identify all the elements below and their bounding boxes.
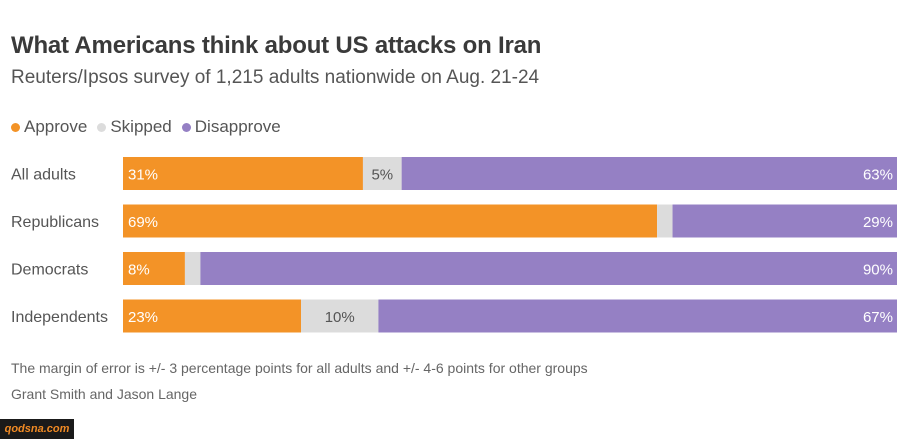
legend-swatch-disapprove: [181, 122, 191, 132]
chart-subtitle: Reuters/Ipsos survey of 1,215 adults nat…: [11, 67, 540, 88]
bar-disapprove-republicans: [672, 204, 897, 238]
data-label-skipped-all-adults: 5%: [371, 167, 393, 184]
data-label-approve-republicans: 69%: [128, 214, 158, 231]
category-label-independents: Independents: [11, 309, 108, 326]
data-label-approve-independents: 23%: [128, 309, 158, 326]
data-label-approve-democrats: 8%: [128, 262, 150, 279]
data-label-disapprove-republicans: 29%: [863, 214, 893, 231]
bar-skipped-all-adults: [362, 157, 402, 190]
data-label-skipped-independents: 10%: [325, 309, 355, 326]
data-label-approve-all-adults: 31%: [128, 167, 158, 184]
bar-approve-all-adults: [123, 157, 363, 190]
legend-label-disapprove: Disapprove: [194, 117, 281, 136]
stacked-bar-chart: All adults 31% 5% 63% Republicans 69% 29% Democ…: [11, 157, 897, 333]
category-label-republicans: Republicans: [11, 214, 99, 231]
legend-item-approve: Approve: [11, 117, 87, 137]
credit: Grant Smith and Jason Lange: [11, 386, 198, 402]
bar-approve-independents: [123, 299, 302, 333]
bar-approve-republicans: [123, 204, 658, 238]
legend-item-skipped: Skipped: [97, 117, 172, 137]
data-label-disapprove-democrats: 90%: [863, 262, 893, 279]
legend: Approve Skipped Disapprove: [11, 117, 281, 137]
legend-label-skipped: Skipped: [110, 117, 172, 136]
legend-swatch-approve: [11, 122, 20, 132]
watermark: qodsna.com: [0, 419, 74, 439]
bar-approve-democrats: [123, 252, 185, 285]
legend-label-approve: Approve: [24, 117, 88, 136]
legend-swatch-skipped: [97, 122, 107, 132]
bar-skipped-republicans: [657, 204, 673, 238]
legend-item-disapprove: Disapprove: [181, 117, 281, 137]
bar-disapprove-all-adults: [401, 157, 897, 190]
bar-disapprove-democrats: [200, 252, 897, 285]
data-label-disapprove-all-adults: 63%: [863, 167, 893, 184]
bar-disapprove-independents: [378, 299, 897, 333]
chart-title: What Americans think about US attacks on…: [11, 32, 542, 59]
category-label-democrats: Democrats: [11, 262, 88, 279]
data-label-disapprove-independents: 67%: [863, 309, 893, 326]
bar-skipped-independents: [301, 299, 379, 333]
category-label-all-adults: All adults: [11, 167, 76, 184]
footnote: The margin of error is +/- 3 percentage …: [11, 360, 588, 376]
bar-skipped-democrats: [184, 252, 201, 285]
